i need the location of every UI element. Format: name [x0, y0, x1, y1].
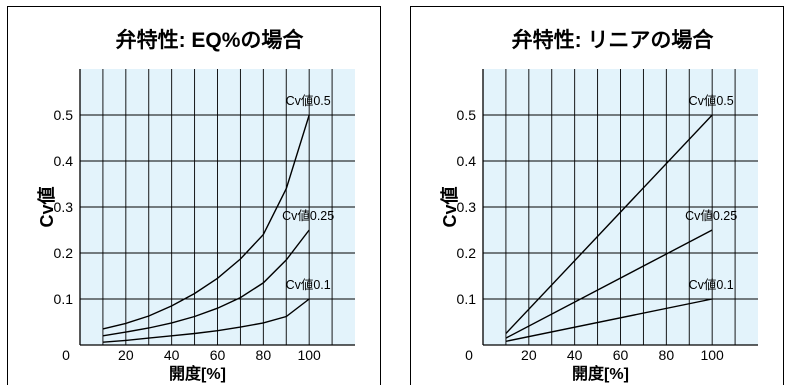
series-line-1 [102, 229, 310, 337]
linear-chart-svg: 弁特性: リニアの場合 0.1 0.2 0.3 0.4 0.5 0 20 40 60 80 100 開度… [439, 28, 758, 383]
y-tick-label: 0.3 [54, 199, 74, 215]
y-tick-label: 0.5 [457, 107, 477, 123]
series-label-2: Cv値0.1 [689, 277, 734, 292]
x-tick-label: 80 [256, 347, 272, 363]
eq-chart-svg: 弁特性: EQ%の場合 0.1 0.2 0.3 0.4 0.5 0 20 40 60 80 100 開度… [36, 28, 355, 383]
x-tick-label: 100 [297, 347, 321, 363]
x-tick-label: 60 [210, 347, 226, 363]
y-tick-label: 0.1 [457, 291, 477, 307]
series-label-0: Cv値0.5 [286, 93, 331, 108]
series-line-0 [102, 114, 310, 330]
series-label-2: Cv値0.1 [286, 277, 331, 292]
y-tick-label: 0.5 [54, 107, 74, 123]
series-label-1: Cv値0.25 [282, 208, 334, 223]
y-tick-label: 0.2 [457, 245, 477, 261]
x-axis-label: 開度[%] [572, 364, 629, 383]
series-line-1 [505, 229, 713, 339]
x-axis-label: 開度[%] [169, 364, 226, 383]
series-label-0: Cv値0.5 [689, 93, 734, 108]
y-axis-label: Cv値 [36, 186, 57, 227]
x-tick-label: 20 [118, 347, 134, 363]
chart-title: 弁特性: リニアの場合 [512, 28, 715, 52]
series-label-1: Cv値0.25 [685, 208, 737, 223]
y-tick-label: 0.3 [457, 199, 477, 215]
y-tick-label: 0.1 [54, 291, 74, 307]
chart-panel-linear: 弁特性: リニアの場合 0.1 0.2 0.3 0.4 0.5 0 20 40 60 80 100 開度… [410, 6, 784, 385]
y-tick-label: 0.2 [54, 245, 74, 261]
y-tick-label: 0.4 [457, 153, 477, 169]
x-tick-label: 20 [521, 347, 537, 363]
x-tick-label: 80 [659, 347, 675, 363]
x-tick-label: 100 [700, 347, 724, 363]
x-tick-label: 60 [613, 347, 629, 363]
chart-panel-eq: 弁特性: EQ%の場合 0.1 0.2 0.3 0.4 0.5 0 20 40 60 80 100 開度… [7, 6, 381, 385]
x-tick-label: 0 [62, 347, 70, 363]
series-line-2 [102, 298, 310, 343]
y-axis-label: Cv値 [439, 186, 460, 227]
chart-title: 弁特性: EQ%の場合 [116, 28, 305, 52]
x-tick-label: 0 [465, 347, 473, 363]
y-tick-label: 0.4 [54, 153, 74, 169]
x-tick-label: 40 [567, 347, 583, 363]
series-line-0 [505, 114, 713, 334]
series-line-2 [505, 298, 713, 342]
x-tick-label: 40 [164, 347, 180, 363]
